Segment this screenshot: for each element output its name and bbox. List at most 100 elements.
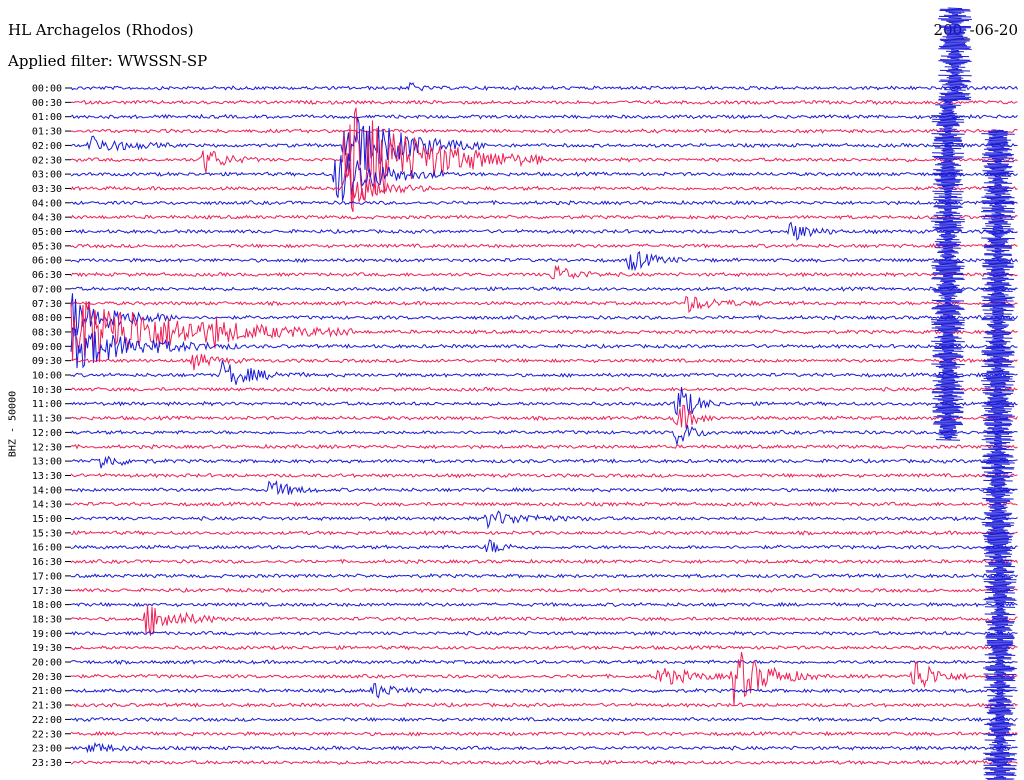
station-title: HL Archagelos (Rhodos) (8, 21, 194, 39)
trace-line (70, 604, 1018, 636)
trace-line (70, 286, 1018, 292)
trace-line (70, 404, 1018, 429)
trace-line (70, 221, 1018, 241)
row-time-label: 16:00 (32, 543, 62, 554)
row-time-label: 06:30 (32, 270, 62, 281)
trace-line (70, 529, 1018, 536)
trace-line (70, 113, 1018, 120)
row-time-label: 14:00 (32, 485, 62, 496)
trace-line (70, 353, 1018, 371)
trace-line (70, 251, 1018, 272)
trace-line (70, 659, 1018, 666)
trace-line (70, 99, 1018, 106)
row-time-label: 11:30 (32, 414, 62, 425)
trace-line (70, 214, 1018, 220)
trace-line (70, 587, 1018, 594)
trace-line (70, 572, 1018, 579)
trace-line (70, 510, 1018, 530)
row-time-label: 18:00 (32, 600, 62, 611)
row-time-label: 16:30 (32, 557, 62, 568)
trace-line (70, 265, 1018, 280)
row-time-label: 08:30 (32, 327, 62, 338)
row-time-label: 13:00 (32, 457, 62, 468)
trace-line (70, 443, 1018, 450)
row-time-label: 04:30 (32, 213, 62, 224)
large-event-burst (938, 7, 972, 101)
trace-line (70, 117, 1018, 171)
row-time-label: 09:30 (32, 356, 62, 367)
large-event-burst (931, 99, 965, 441)
trace-line (70, 480, 1018, 496)
trace-line (70, 741, 1018, 754)
row-time-label: 14:30 (32, 500, 62, 511)
trace-line (70, 558, 1018, 565)
row-time-label: 19:30 (32, 643, 62, 654)
trace-line (70, 327, 1018, 369)
row-time-label: 12:30 (32, 442, 62, 453)
trace-line (70, 702, 1018, 708)
trace-line (70, 199, 1018, 206)
trace-line (70, 716, 1018, 723)
trace-line (70, 424, 1018, 445)
trace-line (70, 301, 1018, 363)
filter-label: Applied filter: WWSSN-SP (8, 52, 208, 70)
row-time-label: 09:00 (32, 342, 62, 353)
trace-line (70, 472, 1018, 479)
large-event-burst (983, 559, 1017, 780)
row-time-label: 20:00 (32, 658, 62, 669)
row-time-label: 10:30 (32, 385, 62, 396)
trace-line (70, 455, 1018, 469)
row-time-label: 23:00 (32, 744, 62, 755)
row-time-label: 17:00 (32, 571, 62, 582)
row-time-label: 13:30 (32, 471, 62, 482)
row-time-label: 18:30 (32, 614, 62, 625)
row-time-label: 21:30 (32, 701, 62, 712)
trace-line (70, 683, 1018, 699)
trace-line (70, 360, 1018, 385)
trace-line (70, 81, 1018, 92)
trace-line (70, 242, 1018, 249)
row-time-label: 22:00 (32, 715, 62, 726)
row-time-label: 04:00 (32, 198, 62, 209)
trace-line (70, 730, 1018, 737)
row-time-label: 10:00 (32, 371, 62, 382)
row-time-label: 15:30 (32, 528, 62, 539)
row-time-label: 20:30 (32, 672, 62, 683)
row-time-label: 03:00 (32, 170, 62, 181)
row-time-label: 03:30 (32, 184, 62, 195)
row-time-label: 17:30 (32, 586, 62, 597)
row-time-label: 11:00 (32, 399, 62, 410)
row-time-label: 01:00 (32, 112, 62, 123)
row-time-label: 00:00 (32, 84, 62, 95)
trace-line (70, 167, 1018, 206)
row-time-label: 12:00 (32, 428, 62, 439)
row-time-label: 05:30 (32, 241, 62, 252)
trace-line (70, 652, 1018, 707)
trace-line (70, 759, 1018, 766)
row-time-label: 08:00 (32, 313, 62, 324)
row-time-label: 01:30 (32, 127, 62, 138)
trace-line (70, 644, 1018, 651)
trace-line (70, 128, 1018, 134)
row-time-label: 00:30 (32, 98, 62, 109)
row-time-label: 06:00 (32, 256, 62, 267)
trace-line (70, 153, 1018, 201)
row-time-label: 07:30 (32, 299, 62, 310)
row-time-label: 05:00 (32, 227, 62, 238)
trace-line (70, 386, 1018, 416)
row-time-label: 21:00 (32, 686, 62, 697)
trace-line (70, 630, 1018, 637)
trace-line (70, 293, 1018, 337)
row-time-label: 02:00 (32, 141, 62, 152)
large-event-burst (980, 129, 1016, 561)
row-time-label: 02:30 (32, 155, 62, 166)
trace-line (70, 107, 1018, 213)
row-time-label: 15:00 (32, 514, 62, 525)
row-time-label: 19:00 (32, 629, 62, 640)
row-time-label: 22:30 (32, 729, 62, 740)
trace-line (70, 386, 1018, 393)
trace-line (70, 501, 1018, 507)
trace-line (70, 539, 1018, 553)
trace-line (70, 601, 1018, 608)
row-time-label: 23:30 (32, 758, 62, 769)
